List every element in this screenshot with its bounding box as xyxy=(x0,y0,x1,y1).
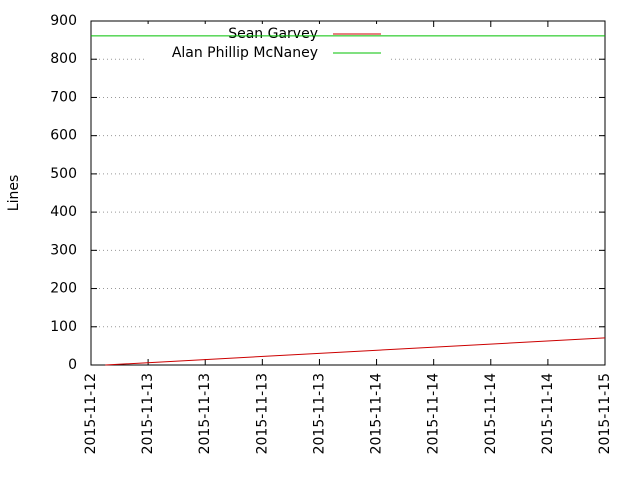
legend-box xyxy=(145,24,390,64)
x-tick-label: 2015-11-13 xyxy=(311,373,327,454)
x-tick-label: 2015-11-15 xyxy=(597,373,613,454)
line-series xyxy=(105,337,606,366)
legend-label: Sean Garvey xyxy=(228,26,318,42)
y-tick-label: 900 xyxy=(50,13,77,29)
x-tick-label: 2015-11-13 xyxy=(140,373,156,454)
y-tick-label: 700 xyxy=(50,89,77,105)
x-tick-label: 2015-11-14 xyxy=(369,373,385,454)
y-tick-label: 300 xyxy=(50,242,77,258)
y-tick-label: 200 xyxy=(50,281,77,297)
y-axis-label: Lines xyxy=(6,175,22,211)
legend-label: Alan Phillip McNaney xyxy=(172,45,318,61)
x-tick-label: 2015-11-13 xyxy=(254,373,270,454)
x-tick-label: 2015-11-14 xyxy=(426,373,442,454)
y-tick-label: 600 xyxy=(50,128,77,144)
x-tick-label: 2015-11-14 xyxy=(540,373,556,454)
plot-frame xyxy=(90,20,606,366)
x-tick-label: 2015-11-13 xyxy=(197,373,213,454)
y-tick-label: 400 xyxy=(50,204,77,220)
y-tick-label: 100 xyxy=(50,319,77,335)
x-tick-label: 2015-11-14 xyxy=(483,373,499,454)
y-tick-label: 0 xyxy=(68,357,77,373)
y-tick-label: 800 xyxy=(50,51,77,67)
y-tick-label: 500 xyxy=(50,166,77,182)
x-tick-label: 2015-11-12 xyxy=(83,373,99,454)
